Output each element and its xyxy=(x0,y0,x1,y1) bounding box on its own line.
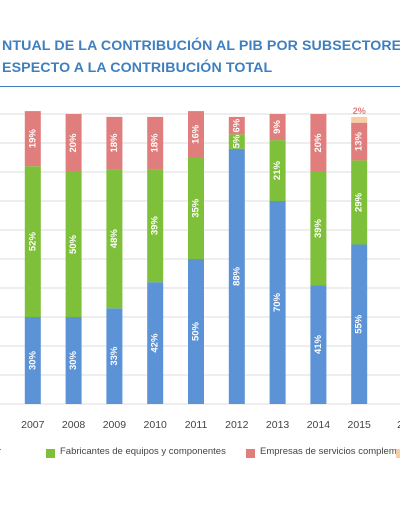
bar-2015-series-0 xyxy=(351,244,368,404)
chart-title: NTUAL DE LA CONTRIBUCIÓN AL PIB POR SUBS… xyxy=(0,34,400,84)
data-label-2011-series-1: 35% xyxy=(191,198,202,218)
data-label-2009-series-0: 33% xyxy=(109,346,120,366)
x-tick-2009: 2009 xyxy=(103,419,127,431)
x-tick-2010: 2010 xyxy=(144,419,168,431)
x-tick-2: 2 xyxy=(397,419,400,431)
x-tick-2014: 2014 xyxy=(307,419,331,431)
data-label-2013-series-2: 9% xyxy=(272,120,283,134)
data-label-2014-series-0: 41% xyxy=(313,334,324,354)
legend-swatch-green xyxy=(46,449,55,458)
bar-2015-series-2 xyxy=(351,122,368,161)
bar-2009-series-0 xyxy=(106,308,123,404)
bar-2009-series-2 xyxy=(106,116,123,170)
stacked-bar-chart: 630%52%19%200730%50%20%200833%48%18%2009… xyxy=(0,106,400,431)
bar-2012-series-1 xyxy=(228,134,245,149)
bar-2014-series-1 xyxy=(310,172,327,286)
bar-2015-series-1 xyxy=(351,160,368,245)
data-label-2012-series-2: 6% xyxy=(231,118,242,132)
bar-2013-series-0 xyxy=(269,201,286,404)
data-label-2015-series-0: 55% xyxy=(354,314,365,334)
data-label-2011-series-2: 16% xyxy=(191,124,202,144)
bar-2011-series-1 xyxy=(188,157,204,259)
data-label-2014-series-2: 20% xyxy=(313,133,324,153)
data-label-2015-series-1: 29% xyxy=(354,192,365,212)
bar-2008-series-0 xyxy=(65,317,82,404)
bar-2015-series-3 xyxy=(351,116,368,123)
legend-swatch-peach xyxy=(396,449,400,458)
bar-2013-series-2 xyxy=(269,114,286,141)
title-line-1: NTUAL DE LA CONTRIBUCIÓN AL PIB POR SUBS… xyxy=(2,38,400,54)
data-label-2008-series-1: 50% xyxy=(68,234,79,254)
bar-2010-series-2 xyxy=(147,116,164,170)
bar-2010-series-0 xyxy=(147,282,164,404)
title-line-2: ESPECTO A LA CONTRIBUCIÓN TOTAL xyxy=(2,60,273,76)
data-label-2013-series-0: 70% xyxy=(272,292,283,312)
data-label-2009-series-1: 48% xyxy=(109,229,120,249)
bar-2014-series-2 xyxy=(310,114,327,172)
data-label-2014-series-1: 39% xyxy=(313,218,324,238)
bar-2007-series-0 xyxy=(24,317,41,404)
bar-2007-series-2 xyxy=(24,111,41,167)
data-label-2007-series-1: 52% xyxy=(27,232,38,252)
bar-2012-series-2 xyxy=(228,116,245,135)
x-tick-2015: 2015 xyxy=(348,419,372,431)
data-label-2011-series-0: 50% xyxy=(191,321,202,341)
data-label-2015-series-3: 2% xyxy=(353,106,366,116)
bar-2008-series-2 xyxy=(65,114,82,172)
legend-label-blue: r xyxy=(0,446,1,457)
data-label-2007-series-0: 30% xyxy=(27,350,38,370)
data-label-2010-series-1: 39% xyxy=(150,216,161,236)
data-label-2013-series-1: 21% xyxy=(272,160,283,180)
legend-label-fabricantes: Fabricantes de equipos y componentes xyxy=(60,446,226,457)
bar-2011-series-0 xyxy=(188,259,204,404)
x-tick-2012: 2012 xyxy=(225,419,249,431)
legend-label-empresas: Empresas de servicios complementarios xyxy=(260,446,400,457)
bar-2010-series-1 xyxy=(147,169,164,283)
bar-2013-series-1 xyxy=(269,140,286,201)
data-label-2010-series-0: 42% xyxy=(150,333,161,353)
x-tick-2008: 2008 xyxy=(62,419,86,431)
x-tick-2007: 2007 xyxy=(21,419,45,431)
data-label-2007-series-2: 19% xyxy=(27,129,38,149)
bar-2007-series-1 xyxy=(24,166,41,317)
bar-2009-series-1 xyxy=(106,169,123,309)
bar-2011-series-2 xyxy=(188,111,204,158)
data-label-2010-series-2: 18% xyxy=(150,133,161,153)
bar-2014-series-0 xyxy=(310,285,327,404)
x-tick-2013: 2013 xyxy=(266,419,290,431)
legend-swatch-red xyxy=(246,449,255,458)
data-label-2012-series-0: 88% xyxy=(231,266,242,286)
bar-2012-series-0 xyxy=(228,148,245,404)
data-label-2008-series-2: 20% xyxy=(68,133,79,153)
data-label-2009-series-2: 18% xyxy=(109,133,120,153)
title-divider xyxy=(0,86,400,87)
bar-2008-series-1 xyxy=(65,172,82,317)
data-label-2015-series-2: 13% xyxy=(354,131,365,151)
data-label-2008-series-0: 30% xyxy=(68,350,79,370)
x-tick-2011: 2011 xyxy=(185,419,208,431)
data-label-2012-series-1: 5% xyxy=(231,134,242,148)
legend: r Fabricantes de equipos y componentes E… xyxy=(0,446,400,468)
